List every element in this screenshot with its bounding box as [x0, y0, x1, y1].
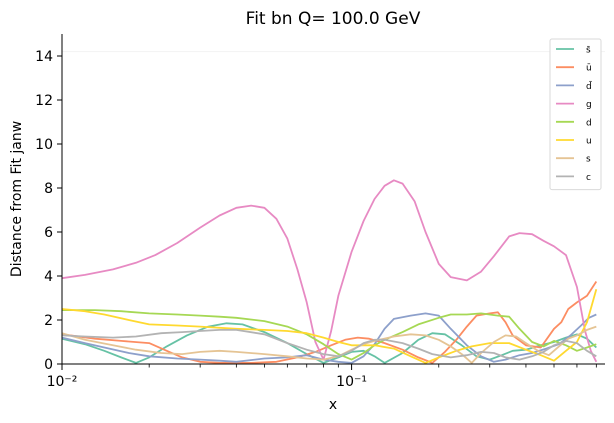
y-tick-label: 14 [35, 49, 53, 65]
series-line-2 [61, 312, 597, 364]
legend-label-0: s̄ [586, 46, 591, 56]
x-ticks: 10⁻² 10⁻¹ [47, 364, 597, 390]
axes-layer [61, 34, 605, 365]
y-tick-label: 8 [44, 181, 53, 197]
y-tick-label: 0 [44, 357, 53, 373]
legend-label-7: c [586, 173, 591, 183]
x-tick-label: 10⁻² [47, 374, 78, 390]
series-line-7 [61, 329, 597, 361]
legend-label-6: s [586, 155, 591, 165]
series-line-0 [61, 322, 597, 364]
series-line-1 [61, 281, 598, 364]
y-tick-label: 6 [44, 225, 53, 241]
y-tick-label: 12 [35, 93, 53, 109]
series-line-3 [61, 179, 598, 363]
series-layer [61, 179, 598, 364]
legend-label-2: d̄ [586, 80, 593, 92]
series-line-6 [61, 325, 597, 364]
y-tick-label: 10 [35, 137, 53, 153]
series-line-5 [61, 288, 598, 364]
y-tick-label: 4 [44, 269, 53, 285]
chart-title: Fit bn Q= 100.0 GeV [246, 9, 421, 29]
legend-label-5: u [586, 137, 592, 147]
y-ticks: 0 2 4 6 8 10 12 14 [35, 49, 62, 373]
x-tick-label: 10⁻¹ [336, 374, 367, 390]
legend-label-4: d [586, 118, 592, 128]
legend-label-1: ū [586, 64, 592, 74]
y-axis-label: Distance from Fit janw [9, 121, 25, 277]
y-tick-label: 2 [44, 313, 53, 329]
legend-label-3: g [586, 100, 592, 110]
x-axis-label: x [329, 397, 337, 413]
legend-box [549, 38, 602, 191]
